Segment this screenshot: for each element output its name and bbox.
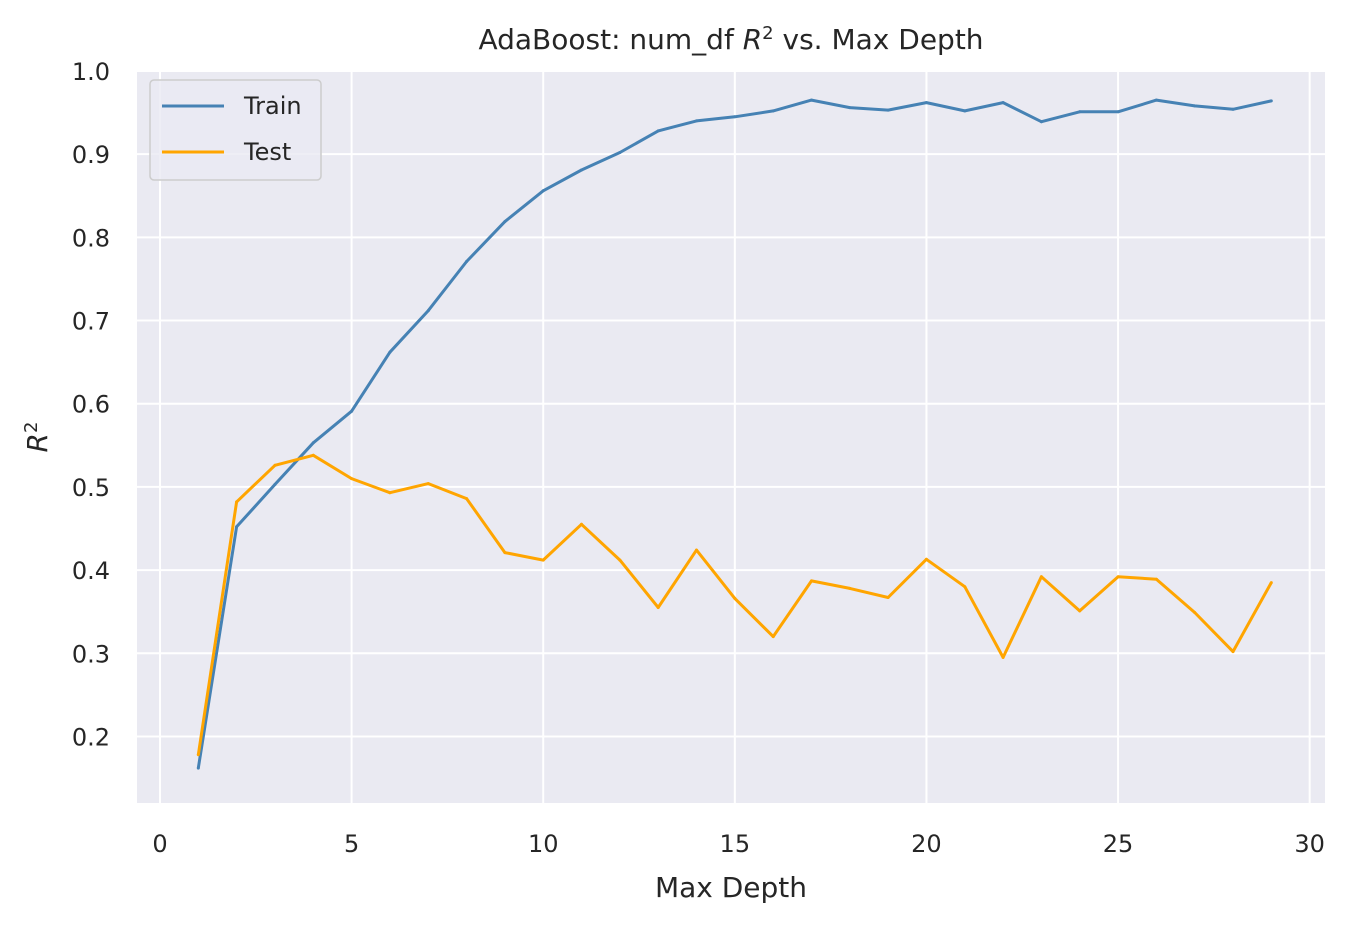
data-point-test bbox=[1193, 611, 1197, 614]
data-point-train bbox=[273, 482, 277, 486]
data-point-test bbox=[1078, 609, 1082, 613]
y-axis-ticks: 0.2 0.3 0.4 0.5 0.6 0.7 0.8 0.9 1.0 bbox=[72, 58, 110, 751]
data-point-train bbox=[1193, 104, 1197, 108]
y-axis-label: R2 bbox=[21, 422, 54, 453]
legend-label-train: Train bbox=[243, 92, 302, 120]
data-point-train bbox=[350, 409, 354, 413]
data-point-test bbox=[311, 453, 315, 457]
data-point-test bbox=[426, 482, 430, 486]
x-tick-label: 0 bbox=[152, 830, 167, 858]
data-point-train bbox=[733, 115, 737, 119]
y-tick-label: 0.6 bbox=[72, 391, 110, 419]
data-point-train bbox=[924, 101, 928, 105]
x-tick-label: 15 bbox=[720, 830, 751, 858]
x-tick-label: 25 bbox=[1103, 830, 1134, 858]
data-point-test bbox=[1116, 575, 1120, 579]
data-point-test bbox=[1231, 650, 1235, 654]
data-point-train bbox=[426, 309, 430, 313]
data-point-train bbox=[311, 441, 315, 445]
data-point-test bbox=[1154, 577, 1158, 581]
x-tick-label: 10 bbox=[528, 830, 559, 858]
grid bbox=[137, 70, 1325, 803]
data-point-train bbox=[771, 109, 775, 113]
x-axis-label: Max Depth bbox=[655, 871, 807, 904]
data-point-train bbox=[580, 168, 583, 172]
data-point-test bbox=[235, 500, 239, 504]
x-tick-label: 5 bbox=[344, 830, 359, 858]
data-point-test bbox=[924, 557, 928, 561]
data-point-test bbox=[848, 586, 852, 590]
legend: Train Test bbox=[149, 79, 322, 181]
legend-label-test: Test bbox=[243, 138, 291, 166]
data-point-test bbox=[618, 558, 622, 562]
data-point-test bbox=[196, 753, 200, 757]
data-point-train bbox=[1001, 101, 1005, 105]
chart-title: AdaBoost: num_df R2 vs. Max Depth bbox=[478, 23, 983, 56]
data-point-test bbox=[273, 463, 277, 467]
y-tick-label: 0.7 bbox=[72, 308, 110, 336]
data-point-test bbox=[1039, 575, 1043, 579]
y-tick-label: 0.5 bbox=[72, 474, 110, 502]
x-tick-label: 20 bbox=[911, 830, 942, 858]
y-tick-label: 0.3 bbox=[72, 640, 110, 668]
data-point-train bbox=[1116, 110, 1120, 114]
data-point-test bbox=[963, 585, 967, 589]
data-point-test bbox=[580, 522, 583, 526]
y-tick-label: 0.2 bbox=[72, 723, 110, 751]
y-tick-label: 1.0 bbox=[72, 58, 110, 86]
x-tick-label: 30 bbox=[1294, 830, 1325, 858]
data-point-train bbox=[235, 525, 239, 529]
data-point-test bbox=[886, 596, 890, 599]
y-tick-label: 0.9 bbox=[72, 141, 110, 169]
data-point-train bbox=[503, 220, 507, 224]
data-point-train bbox=[465, 260, 469, 263]
data-point-test bbox=[1269, 581, 1273, 585]
x-axis-ticks: 0 5 10 15 20 25 30 bbox=[152, 830, 1325, 858]
data-point-train bbox=[886, 108, 890, 112]
data-point-test bbox=[465, 497, 469, 501]
data-point-test bbox=[350, 477, 354, 481]
data-point-train bbox=[1231, 107, 1235, 111]
data-point-test bbox=[1001, 655, 1005, 659]
data-point-test bbox=[733, 596, 737, 600]
y-tick-label: 0.4 bbox=[72, 557, 110, 585]
plot-area bbox=[137, 71, 1325, 803]
series-layer bbox=[196, 98, 1273, 770]
data-point-train bbox=[1078, 110, 1082, 114]
data-point-test bbox=[695, 548, 698, 552]
data-point-train bbox=[618, 151, 622, 154]
data-point-train bbox=[963, 109, 967, 113]
data-point-train bbox=[1269, 99, 1273, 103]
data-point-test bbox=[388, 491, 392, 495]
data-point-train bbox=[196, 766, 200, 770]
data-point-train bbox=[695, 119, 698, 123]
data-point-train bbox=[656, 129, 660, 133]
data-point-train bbox=[388, 350, 392, 354]
data-point-train bbox=[1039, 120, 1043, 124]
data-point-train bbox=[848, 106, 852, 110]
data-point-train bbox=[1154, 98, 1158, 102]
data-point-test bbox=[810, 579, 813, 583]
data-point-train bbox=[810, 98, 813, 102]
y-tick-label: 0.8 bbox=[72, 224, 110, 252]
data-point-train bbox=[541, 189, 545, 193]
data-point-test bbox=[503, 551, 507, 555]
data-point-test bbox=[656, 606, 660, 609]
data-point-test bbox=[541, 558, 545, 562]
data-point-test bbox=[771, 635, 775, 639]
